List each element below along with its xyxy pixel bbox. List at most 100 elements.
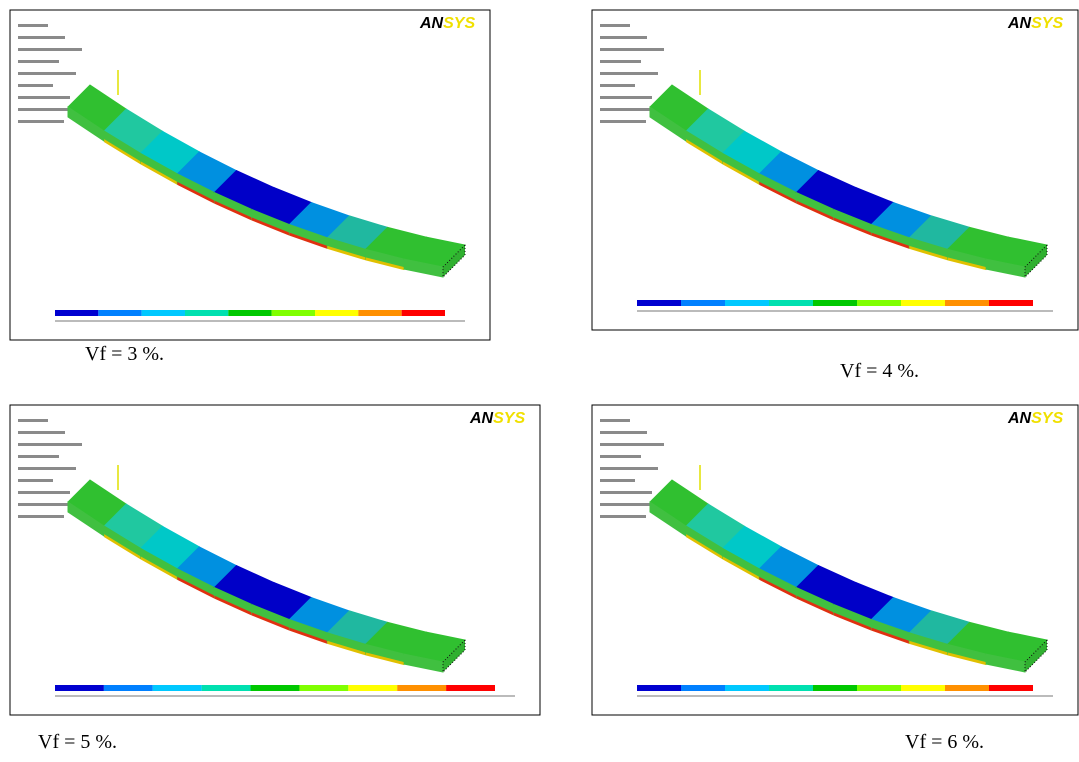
info-line: [600, 455, 641, 458]
info-line: [18, 455, 59, 458]
beam-end: [442, 638, 466, 674]
beam-strip: [909, 245, 948, 261]
info-line: [600, 479, 635, 482]
info-line: [18, 72, 76, 75]
info-line: [18, 479, 53, 482]
beam-strip: [722, 556, 760, 580]
info-line: [18, 443, 82, 446]
colorbar-labels: [55, 695, 515, 697]
colorbar-cell: [769, 300, 813, 306]
info-line: [600, 72, 658, 75]
beam-strip: [686, 534, 723, 560]
beam-strip: [833, 217, 872, 236]
info-line: [18, 36, 65, 39]
logo-sys: SYS: [443, 15, 475, 32]
colorbar-cell: [725, 685, 769, 691]
beam-strip: [251, 612, 290, 631]
panel: ANSYS: [591, 404, 1079, 716]
info-line: [600, 24, 630, 27]
colorbar-cell: [989, 300, 1033, 306]
colorbar-cell: [725, 300, 769, 306]
colorbar-cell: [857, 300, 901, 306]
info-line: [600, 60, 641, 63]
beam-strip: [947, 652, 987, 666]
ansys-logo: ANSYS: [1007, 15, 1063, 32]
ansys-logo: ANSYS: [1007, 410, 1063, 427]
logo-sys: SYS: [493, 410, 525, 427]
colorbar-cell: [945, 300, 989, 306]
colorbar-cell: [813, 685, 857, 691]
colorbar-cell: [185, 310, 229, 316]
ansys-logo: ANSYS: [419, 15, 475, 32]
colorbar-cell: [397, 685, 447, 691]
colorbar-cell: [55, 685, 104, 691]
caption: Vf = 3 %.: [85, 343, 164, 365]
colorbar-cell: [446, 685, 495, 691]
colorbar-cell: [141, 310, 185, 316]
colorbar-cell: [228, 310, 272, 316]
beam-strip: [214, 200, 252, 221]
info-line: [18, 503, 87, 506]
colorbar-cell: [857, 685, 901, 691]
beam-strip: [722, 161, 760, 185]
beam-strip: [759, 181, 797, 204]
colorbar-cell: [250, 685, 300, 691]
beam-strip: [871, 232, 910, 249]
logo-an: AN: [1007, 15, 1032, 32]
panel: ANSYS: [9, 9, 491, 341]
beam-strip: [140, 161, 178, 185]
info-line: [600, 120, 646, 123]
beam-end: [442, 243, 466, 279]
colorbar-cell: [315, 310, 359, 316]
beam-strip: [686, 139, 723, 165]
colorbar-cell: [769, 685, 813, 691]
info-line: [600, 419, 630, 422]
info-line: [18, 467, 76, 470]
panel-frame: [591, 9, 1079, 331]
beam-end: [1024, 243, 1048, 279]
colorbar-cell: [681, 685, 725, 691]
colorbar-cell: [358, 310, 402, 316]
caption: Vf = 5 %.: [38, 731, 117, 753]
beam-strip: [214, 595, 252, 616]
beam-strip: [104, 139, 141, 165]
logo-an: AN: [419, 15, 444, 32]
beam-strip: [177, 181, 215, 204]
colorbar-cell: [201, 685, 251, 691]
info-line: [18, 24, 48, 27]
colorbar-cell: [901, 300, 945, 306]
colorbar-cell: [299, 685, 349, 691]
info-line: [18, 108, 87, 111]
panel: ANSYS: [591, 9, 1079, 331]
info-line: [18, 419, 48, 422]
logo-sys: SYS: [1031, 15, 1063, 32]
colorbar-cell: [681, 300, 725, 306]
info-line: [18, 84, 53, 87]
info-line: [18, 48, 82, 51]
beam-strip: [140, 556, 178, 580]
caption: Vf = 4 %.: [840, 360, 919, 382]
info-line: [18, 491, 70, 494]
beam-strip: [365, 257, 405, 271]
info-line: [600, 503, 669, 506]
colorbar-cell: [348, 685, 398, 691]
colorbar-cell: [103, 685, 153, 691]
colorbar-cell: [813, 300, 857, 306]
info-line: [600, 431, 647, 434]
colorbar-labels: [55, 320, 465, 322]
info-line: [600, 467, 658, 470]
ansys-logo: ANSYS: [469, 410, 525, 427]
panel-frame: [9, 404, 541, 716]
colorbar-labels: [637, 695, 1053, 697]
logo-an: AN: [1007, 410, 1032, 427]
beam-strip: [289, 627, 328, 644]
caption: Vf = 6 %.: [905, 731, 984, 753]
colorbar-cell: [152, 685, 202, 691]
info-line: [600, 84, 635, 87]
colorbar-cell: [637, 685, 681, 691]
colorbar-cell: [901, 685, 945, 691]
colorbar-labels: [637, 310, 1053, 312]
beam-strip: [759, 576, 797, 599]
beam-strip: [833, 612, 872, 631]
